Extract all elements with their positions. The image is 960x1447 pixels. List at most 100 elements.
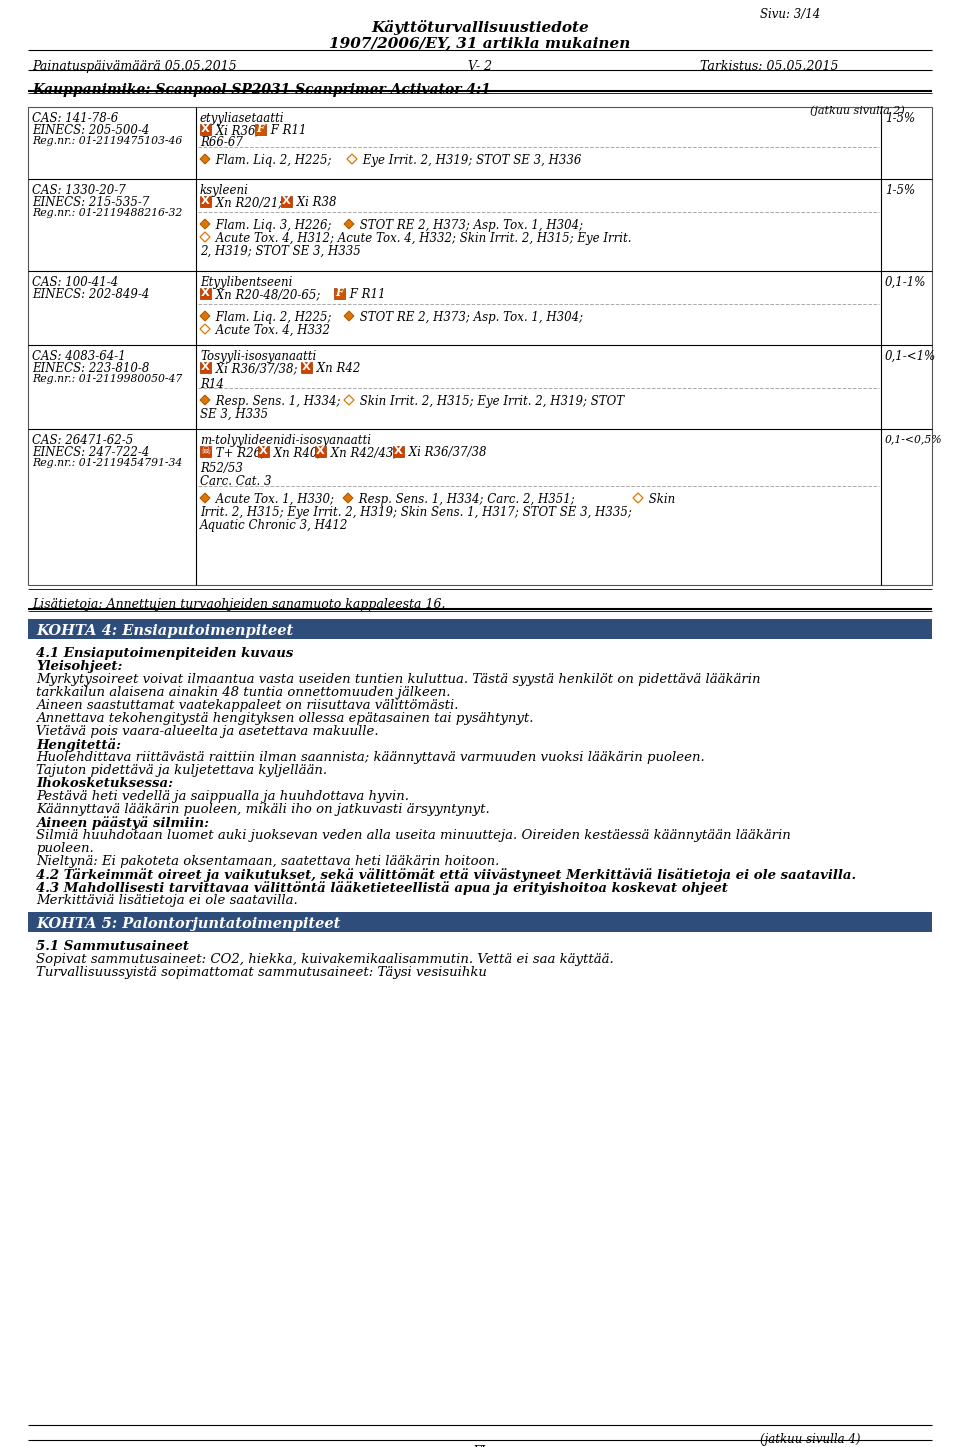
Text: Reg.nr.: 01-2119488216-32: Reg.nr.: 01-2119488216-32 [32, 208, 182, 218]
Text: 2, H319; STOT SE 3, H335: 2, H319; STOT SE 3, H335 [200, 245, 361, 258]
Text: etyyliasetaatti: etyyliasetaatti [200, 111, 284, 124]
Bar [200, 288, 210, 298]
Text: Xi R38: Xi R38 [293, 195, 337, 208]
Polygon shape [200, 153, 210, 164]
Text: Käännyttavä lääkärin puoleen, mikäli iho on jatkuvasti ärsyyntynyt.: Käännyttavä lääkärin puoleen, mikäli iho… [36, 803, 490, 816]
Text: CAS: 141-78-6: CAS: 141-78-6 [32, 111, 118, 124]
Text: (jatkuu sivulla 4): (jatkuu sivulla 4) [760, 1433, 860, 1446]
Text: Aquatic Chronic 3, H412: Aquatic Chronic 3, H412 [200, 519, 348, 532]
Text: CAS: 4083-64-1: CAS: 4083-64-1 [32, 350, 126, 363]
Bar [280, 195, 292, 207]
Text: Eye Irrit. 2, H319; STOT SE 3, H336: Eye Irrit. 2, H319; STOT SE 3, H336 [359, 153, 582, 166]
Text: CAS: 100-41-4: CAS: 100-41-4 [32, 276, 118, 289]
Bar [28, 619, 932, 640]
Text: Käyttöturvallisuustiedote: Käyttöturvallisuustiedote [372, 20, 588, 35]
Text: X: X [316, 446, 324, 456]
Bar [200, 195, 210, 207]
Text: T+ R26;: T+ R26; [212, 446, 265, 459]
Polygon shape [343, 493, 353, 504]
Polygon shape [200, 311, 210, 321]
Bar [254, 123, 266, 135]
Text: F R11: F R11 [346, 288, 386, 301]
Polygon shape [344, 311, 354, 321]
Text: Skin Irrit. 2, H315; Eye Irrit. 2, H319; STOT: Skin Irrit. 2, H315; Eye Irrit. 2, H319;… [356, 395, 624, 408]
Text: Annettava tekohengitystä hengityksen ollessa epätasainen tai pysähtynyt.: Annettava tekohengitystä hengityksen oll… [36, 712, 534, 725]
Text: Silmiä huuhdotaan luomet auki juoksevan veden alla useita minuutteja. Oireiden k: Silmiä huuhdotaan luomet auki juoksevan … [36, 829, 791, 842]
Bar [315, 446, 325, 456]
Bar [28, 107, 932, 585]
Text: R52/53: R52/53 [200, 462, 243, 475]
Text: FI: FI [473, 1446, 487, 1447]
Text: Vietävä pois vaara-alueelta ja asetettava makuulle.: Vietävä pois vaara-alueelta ja asetettav… [36, 725, 378, 738]
Text: 0,1-1%: 0,1-1% [885, 276, 926, 289]
Text: ksyleeni: ksyleeni [200, 184, 249, 197]
Text: 4.3 Mahdollisesti tarvittavaa välittöntä lääketieteellistä apua ja erityishoitoa: 4.3 Mahdollisesti tarvittavaa välittöntä… [36, 881, 728, 894]
Polygon shape [200, 395, 210, 405]
Text: Myrkytysoireet voivat ilmaantua vasta useiden tuntien kuluttua. Tästä syystä hen: Myrkytysoireet voivat ilmaantua vasta us… [36, 673, 760, 686]
Text: R14: R14 [200, 378, 224, 391]
Text: Yleisohjeet:: Yleisohjeet: [36, 660, 122, 673]
Text: F: F [335, 288, 343, 298]
Text: Resp. Sens. 1, H334;: Resp. Sens. 1, H334; [212, 395, 341, 408]
Text: Xn R20/21;: Xn R20/21; [212, 195, 282, 208]
Text: Huolehdittava riittävästä raittiin ilman saannista; käännyttavä varmuuden vuoksi: Huolehdittava riittävästä raittiin ilman… [36, 751, 705, 764]
Text: Hengitettä:: Hengitettä: [36, 738, 121, 752]
Text: STOT RE 2, H373; Asp. Tox. 1, H304;: STOT RE 2, H373; Asp. Tox. 1, H304; [356, 311, 583, 324]
Text: Skin: Skin [645, 493, 675, 506]
Text: EINECS: 223-810-8: EINECS: 223-810-8 [32, 362, 150, 375]
Bar [200, 362, 210, 372]
Bar [200, 446, 210, 456]
Text: Reg.nr.: 01-2119454791-34: Reg.nr.: 01-2119454791-34 [32, 459, 182, 467]
Text: KOHTA 5: Palontorjuntatoimenpiteet: KOHTA 5: Palontorjuntatoimenpiteet [36, 917, 341, 930]
Text: EINECS: 202-849-4: EINECS: 202-849-4 [32, 288, 150, 301]
Text: Irrit. 2, H315; Eye Irrit. 2, H319; Skin Sens. 1, H317; STOT SE 3, H335;: Irrit. 2, H315; Eye Irrit. 2, H319; Skin… [200, 506, 632, 519]
Polygon shape [200, 324, 210, 334]
Text: 4.2 Tärkeimmät oireet ja vaikutukset, sekä välittömät että viivästyneet Merkittä: 4.2 Tärkeimmät oireet ja vaikutukset, se… [36, 868, 856, 881]
Text: STOT RE 2, H373; Asp. Tox. 1, H304;: STOT RE 2, H373; Asp. Tox. 1, H304; [356, 218, 583, 232]
Text: Kauppanimike: Scanpool SP2031 Scanprimer Activator 4:1: Kauppanimike: Scanpool SP2031 Scanprimer… [32, 82, 491, 97]
Text: X: X [394, 446, 402, 456]
Text: Acute Tox. 1, H330;: Acute Tox. 1, H330; [212, 493, 334, 506]
Text: Xn R40;: Xn R40; [270, 446, 322, 459]
Text: 1-5%: 1-5% [885, 184, 915, 197]
Text: Flam. Liq. 2, H225;: Flam. Liq. 2, H225; [212, 153, 331, 166]
Polygon shape [200, 493, 210, 504]
Text: 0,1-<0,5%: 0,1-<0,5% [885, 434, 943, 444]
Text: X: X [201, 124, 209, 135]
Text: 1907/2006/EY, 31 artikla mukainen: 1907/2006/EY, 31 artikla mukainen [329, 36, 631, 51]
Text: Carc. Cat. 3: Carc. Cat. 3 [200, 475, 272, 488]
Text: 4.1 Ensiaputoimenpiteiden kuvaus: 4.1 Ensiaputoimenpiteiden kuvaus [36, 647, 294, 660]
Text: Reg.nr.: 01-2119475103-46: Reg.nr.: 01-2119475103-46 [32, 136, 182, 146]
Text: Turvallisuussyistä sopimattomat sammutusaineet: Täysi vesisuihku: Turvallisuussyistä sopimattomat sammutus… [36, 967, 487, 980]
Text: SE 3, H335: SE 3, H335 [200, 408, 268, 421]
Text: Aineen päästyä silmiin:: Aineen päästyä silmiin: [36, 816, 209, 831]
Text: Nieltynä: Ei pakoteta oksentamaan, saatettava heti lääkärin hoitoon.: Nieltynä: Ei pakoteta oksentamaan, saate… [36, 855, 499, 868]
Text: CAS: 26471-62-5: CAS: 26471-62-5 [32, 434, 133, 447]
Text: (jatkuu sivulla 2): (jatkuu sivulla 2) [810, 106, 904, 116]
Text: V- 2: V- 2 [468, 59, 492, 72]
Text: F R11: F R11 [267, 124, 306, 137]
Text: Acute Tox. 4, H312; Acute Tox. 4, H332; Skin Irrit. 2, H315; Eye Irrit.: Acute Tox. 4, H312; Acute Tox. 4, H332; … [212, 232, 632, 245]
Text: Lisätietoja: Annettujen turvaohjeiden sanamuoto kappaleesta 16.: Lisätietoja: Annettujen turvaohjeiden sa… [32, 598, 445, 611]
Text: 1-5%: 1-5% [885, 111, 915, 124]
Text: m-tolyylideenidi-isosyanaatti: m-tolyylideenidi-isosyanaatti [200, 434, 371, 447]
Bar [300, 362, 311, 372]
Text: X: X [301, 362, 310, 372]
Text: Tosyyli-isosyanaatti: Tosyyli-isosyanaatti [200, 350, 316, 363]
Text: Painatuspäivämäärä 05.05.2015: Painatuspäivämäärä 05.05.2015 [32, 59, 237, 72]
Text: 5.1 Sammutusaineet: 5.1 Sammutusaineet [36, 941, 189, 954]
Text: Xn R20-48/20-65;: Xn R20-48/20-65; [212, 288, 321, 301]
Text: KOHTA 4: Ensiaputoimenpiteet: KOHTA 4: Ensiaputoimenpiteet [36, 624, 293, 638]
Text: EINECS: 205-500-4: EINECS: 205-500-4 [32, 124, 150, 137]
Text: EINECS: 247-722-4: EINECS: 247-722-4 [32, 446, 150, 459]
Text: Etyylibentseeni: Etyylibentseeni [200, 276, 293, 289]
Polygon shape [347, 153, 357, 164]
Text: Sopivat sammutusaineet: CO2, hiekka, kuivakemikaalisammutin. Vettä ei saa käyttä: Sopivat sammutusaineet: CO2, hiekka, kui… [36, 954, 613, 967]
Text: X: X [201, 195, 209, 205]
Polygon shape [200, 232, 210, 242]
Polygon shape [633, 493, 643, 504]
Text: Pestävä heti vedellä ja saippualla ja huuhdottava hyvin.: Pestävä heti vedellä ja saippualla ja hu… [36, 790, 409, 803]
Polygon shape [344, 395, 354, 405]
Text: Sivu: 3/14: Sivu: 3/14 [760, 9, 820, 22]
Text: Tajuton pidettävä ja kuljetettava kyljellään.: Tajuton pidettävä ja kuljetettava kyljel… [36, 764, 327, 777]
